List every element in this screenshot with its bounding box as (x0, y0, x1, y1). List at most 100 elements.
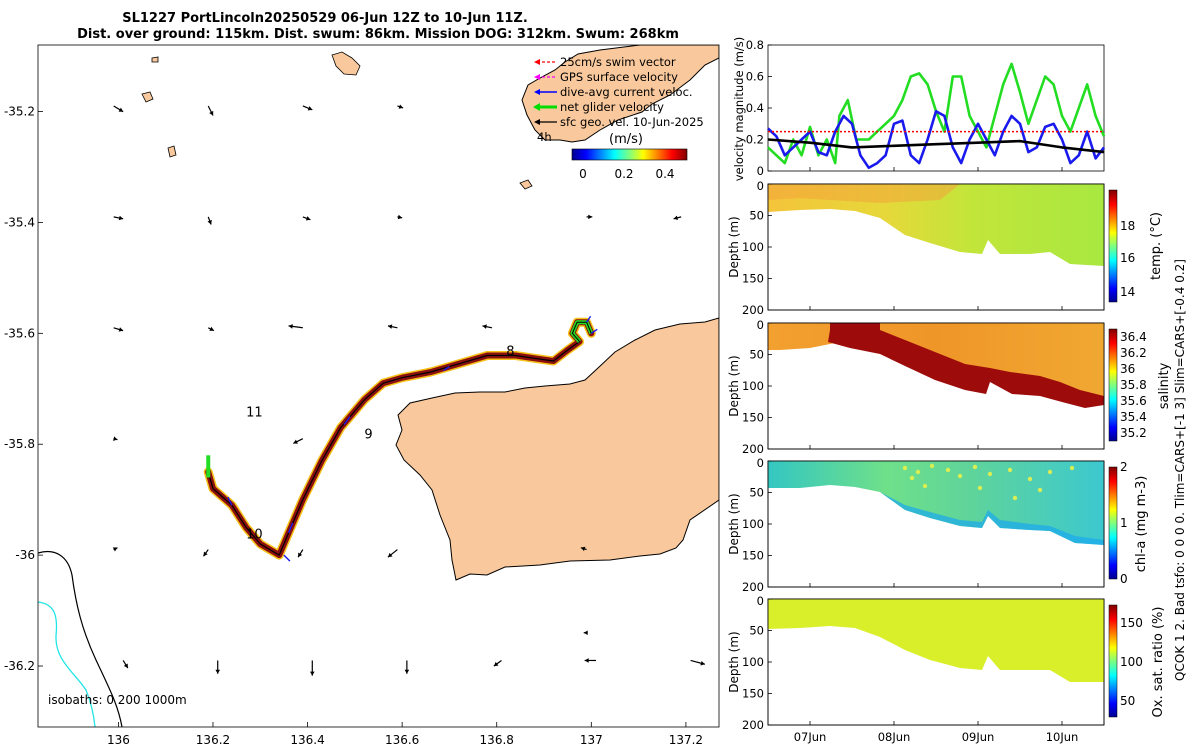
salinity-cbar-tick: 35.8 (1120, 378, 1147, 392)
depth-tick-label: 200 (742, 303, 764, 317)
map-x-tick-label: 136.4 (290, 733, 324, 747)
salinity-cbar-tick: 35.4 (1120, 410, 1147, 424)
temp-cbar-tick: 18 (1120, 219, 1135, 233)
depth-tick-label: 50 (749, 348, 764, 362)
depth-tick-label: 0 (757, 594, 764, 608)
sfc-vector-head (307, 106, 313, 111)
oxy-cbar-tick: 150 (1120, 616, 1143, 630)
map-title-line2: Dist. over ground: 115km. Dist. swum: 86… (77, 27, 679, 42)
island-landmass (395, 317, 719, 581)
temp-cbar-tick: 14 (1120, 285, 1135, 299)
salinity-ylabel: Depth (m) (727, 355, 741, 416)
depth-tick-label: 150 (742, 687, 764, 701)
sfc-vector-head (493, 661, 499, 667)
legend-sfc-geo: sfc geo. vel. 10-Jun-2025 (560, 115, 704, 129)
sfc-vector-head (112, 547, 118, 552)
date-tick-label: 07Jun (794, 730, 827, 744)
depth-tick-label: 100 (742, 240, 764, 254)
date-tick-label: 09Jun (962, 730, 995, 744)
sfc-vector-head (118, 107, 124, 112)
day-label: 8 (506, 345, 514, 360)
glider-track (203, 315, 598, 562)
dive-avg-vector (590, 328, 598, 334)
sfc-vector-head (209, 326, 214, 331)
velocity-panel: 0 0.2 0.4 0.6 0.8 velocity magnitude (m/s) (732, 37, 1106, 181)
sfc-vector-head (482, 324, 487, 329)
velocity-series-dive-avg-current-veloc- (767, 109, 1106, 170)
depth-tick-label: 50 (749, 624, 764, 638)
islet (151, 56, 159, 63)
sfc-vector-head (387, 552, 393, 558)
sfc-vector-head (293, 439, 298, 444)
chla-cbar-tick: 0 (1120, 572, 1128, 586)
depth-tick-label: 0 (757, 179, 764, 193)
legend-net-velocity: net glider velocity (560, 100, 664, 114)
dive-avg-vector (227, 496, 233, 506)
date-tick-label: 08Jun (878, 730, 911, 744)
sfc-vector-head (203, 551, 208, 557)
depth-tick-label: 0 (757, 456, 764, 470)
chla-colorbar (1108, 466, 1118, 580)
oxygen-cbar-label: Ox. sat. ratio (%) (1151, 607, 1166, 718)
sfc-vector-head (584, 658, 589, 663)
chla-speck (945, 467, 951, 473)
legend-swim-vector: 25cm/s swim vector (560, 55, 676, 69)
velocity-y-tick-label: 0.2 (746, 133, 764, 147)
isobath-1000 (38, 601, 96, 727)
depth-axis: 0 50 100 150 200 (742, 318, 772, 456)
sfc-vector-head (123, 663, 128, 669)
depth-tick-label: 150 (742, 411, 764, 425)
track-line (571, 321, 592, 342)
sfc-vector-head (397, 214, 403, 220)
date-axis: 07Jun 08Jun 09Jun 10Jun (794, 167, 1078, 744)
sfc-vector-head (387, 324, 393, 329)
chla-speck (1007, 467, 1013, 473)
oxy-cbar-tick: 50 (1120, 694, 1135, 708)
sfc-vector-head (215, 669, 221, 674)
salinity-cbar-tick: 36 (1120, 362, 1135, 376)
velocity-y-tick-label: 0.8 (746, 38, 764, 52)
chla-speck (1047, 469, 1053, 475)
legend-4h: 4h (537, 130, 552, 144)
depth-tick-label: 50 (749, 486, 764, 500)
sfc-vector-field (112, 104, 706, 676)
velocity-y-tick-label: 0.4 (746, 101, 764, 115)
map-y-tick-label: -35.4 (4, 215, 35, 229)
islet (519, 179, 533, 190)
oxygen-colorbar (1108, 604, 1118, 718)
isobath-200 (38, 551, 123, 727)
oxygen-ylabel: Depth (m) (727, 631, 741, 692)
depth-tick-label: 100 (742, 517, 764, 531)
depth-axis: 0 50 100 150 200 (742, 594, 772, 732)
chla-speck (1069, 465, 1075, 471)
salinity-cbar-tick: 35.2 (1120, 426, 1147, 440)
dive-avg-vector (586, 315, 592, 323)
salinity-cbar-tick: 36.4 (1120, 330, 1147, 344)
chla-cbar-tick: 1 (1120, 516, 1128, 530)
sfc-vector-head (209, 110, 214, 116)
chla-speck (977, 485, 983, 491)
chla-deep-band (880, 492, 1104, 545)
chla-speck (929, 463, 935, 469)
sfc-vector-head (700, 661, 705, 666)
depth-tick-label: 100 (742, 655, 764, 669)
day-label: 10 (246, 527, 263, 542)
map-y-tick-label: -35.8 (4, 437, 35, 451)
day-label: 11 (246, 405, 263, 420)
map-panel: 8 9 10 11 136 136.2 136.4 136.6 136.8 137 137.2 -3… (4, 44, 720, 747)
velocity-axes: 0 0.2 0.4 0.6 0.8 (746, 38, 772, 178)
day-label: 9 (364, 428, 372, 443)
map-x-tick-label: 137 (580, 733, 603, 747)
map-x-tick-label: 136 (107, 733, 130, 747)
velocity-y-tick-label: 0 (757, 164, 764, 178)
salinity-cbar-ticks: 35.2 35.4 35.6 35.8 36 36.2 36.4 (1120, 330, 1147, 440)
map-legend: 25cm/s swim vector GPS surface velocity … (533, 55, 704, 181)
chla-speck (1012, 495, 1018, 501)
velocity-y-tick-label: 0.6 (746, 70, 764, 84)
map-cbar-tick: 0 (579, 167, 587, 181)
sfc-vector-head (298, 552, 303, 558)
islet (167, 145, 177, 158)
